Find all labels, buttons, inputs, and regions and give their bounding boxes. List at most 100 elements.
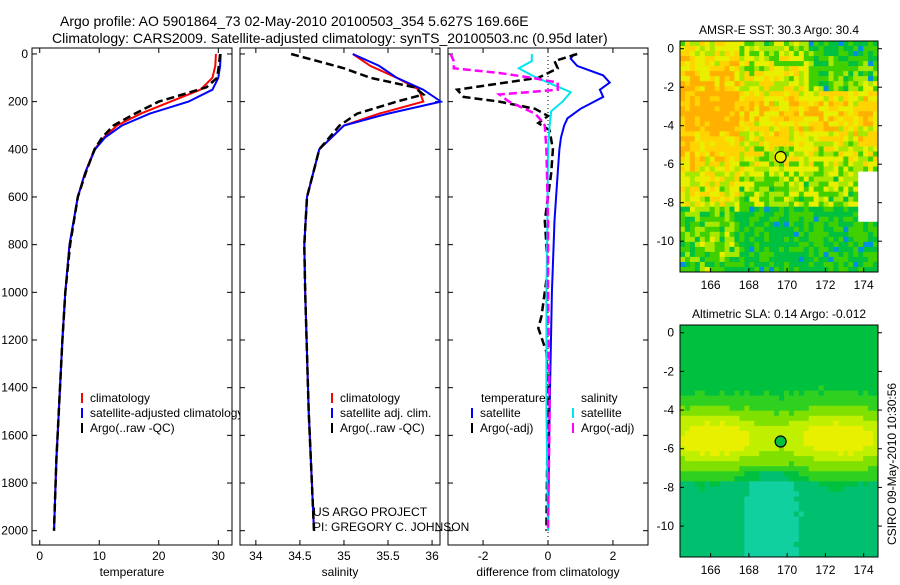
map-cell [793,355,800,361]
map-cell [739,111,745,117]
map-cell [873,46,879,52]
map-cell [719,541,726,548]
map-cell [684,446,691,452]
map-cell [694,375,701,381]
map-cell [709,231,716,238]
map-cell [873,106,879,112]
y-tick-label: -6 [663,157,674,171]
map-cell [680,395,686,402]
map-cell [714,481,721,487]
map-cell [788,51,795,57]
map-cell [858,221,864,228]
map-cell [813,420,820,427]
map-cell [833,481,839,487]
map-cell [848,211,854,218]
map-cell [843,121,849,127]
map-cell [808,395,815,402]
map-cell [744,181,750,188]
map-cell [823,96,829,102]
map-cell [684,131,691,137]
map-cell [754,375,760,381]
map-cell [744,106,750,112]
map-cell [684,166,691,173]
map-cell [769,251,775,258]
map-cell [858,390,864,397]
map-cell [739,241,745,248]
map-cell [694,325,701,331]
map-cell [769,385,775,392]
map-cell [873,181,879,188]
map-cell [769,541,775,548]
map-cell [848,196,854,203]
map-cell [798,446,805,452]
map-cell [783,156,790,163]
map-cell [680,66,686,72]
map-cell [783,400,790,407]
map-cell [724,231,730,238]
map-cell [818,181,825,188]
map-cell [769,501,775,508]
map-cell [863,166,869,173]
map-cell [828,91,834,97]
map-cell [714,166,721,173]
map-cell [813,501,820,508]
legend-label: satellite adj. clim. [340,406,431,420]
map-cell [774,76,780,82]
map-cell [680,41,686,47]
map-cell [788,466,795,472]
map-cell [724,345,730,351]
map-cell [863,231,869,238]
legend-label: satellite [581,406,622,420]
map-cell [769,76,775,82]
map-cell [779,400,785,407]
map-cell [759,536,765,543]
map-cell [734,375,740,381]
map-cell [769,56,775,62]
map-cell [808,325,815,331]
map-cell [783,546,790,553]
map-cell [729,251,735,258]
map-cell [858,511,864,518]
map-cell [783,246,790,253]
map-cell [684,461,691,467]
map-cell [828,86,834,92]
map-cell [714,261,721,268]
map-cell [818,256,825,263]
map-cell [719,91,726,97]
map-cell [759,86,765,92]
map-cell [828,370,834,376]
map-cell [808,46,815,52]
map-cell [868,405,874,412]
map-cell [833,121,839,127]
map-cell [779,191,785,198]
map-cell [793,221,800,228]
map-cell [788,166,795,173]
map-cell [803,425,810,432]
map-cell [868,471,874,477]
map-cell [754,251,760,258]
map-cell [793,206,800,213]
map-cell [699,486,706,492]
map-cell [734,71,740,77]
map-cell [699,91,706,97]
map-cell [769,430,775,437]
map-cell [783,476,790,482]
map-cell [793,541,800,548]
map-cell [853,441,859,447]
map-cell [704,466,711,472]
map-cell [798,380,805,387]
map-cell [793,41,800,47]
map-cell [838,251,844,258]
map-cell [680,131,686,137]
map-cell [769,461,775,467]
map-cell [853,71,859,77]
map-cell [783,66,790,72]
map-cell [774,516,780,523]
map-cell [684,400,691,407]
map-cell [813,531,820,538]
map-cell [788,521,795,528]
map-cell [769,131,775,137]
map-cell [769,400,775,407]
map-cell [729,261,735,268]
map-cell [788,345,795,351]
